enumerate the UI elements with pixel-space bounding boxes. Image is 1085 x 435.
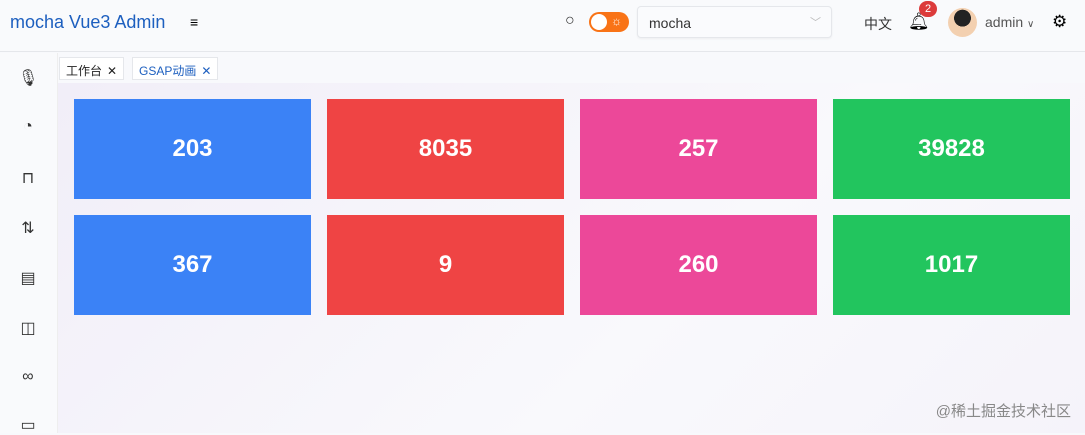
watermark: @稀土掘金技术社区 bbox=[935, 403, 1071, 420]
document-icon[interactable]: ▤ bbox=[20, 270, 36, 287]
app-title: mocha Vue3 Admin bbox=[10, 12, 166, 32]
calendar-icon[interactable]: ▭ bbox=[20, 417, 36, 434]
chevron-down-icon: ∨ bbox=[1027, 19, 1035, 30]
menu-toggle-icon[interactable]: ≡ bbox=[190, 14, 199, 30]
notification-badge: 2 bbox=[919, 1, 937, 17]
workspace-select[interactable]: mocha ﹀ bbox=[637, 6, 832, 38]
stat-card: 203 bbox=[74, 99, 311, 199]
sort-icon[interactable]: ⇅ bbox=[21, 220, 35, 237]
book-icon[interactable]: ◫ bbox=[20, 320, 36, 337]
stat-card: 1017 bbox=[833, 215, 1070, 315]
tab-bar: 工作台 ✕ GSAP动画 ✕ bbox=[58, 53, 1085, 83]
toggle-knob bbox=[591, 14, 607, 30]
theme-toggle[interactable]: ☼ bbox=[589, 12, 629, 32]
tab-gsap[interactable]: GSAP动画 ✕ bbox=[132, 57, 219, 80]
pie-chart-icon[interactable]: ◔ bbox=[23, 118, 33, 135]
link-icon[interactable]: ∞ bbox=[22, 368, 34, 385]
tab-label: 工作台 bbox=[66, 64, 103, 78]
close-icon[interactable]: ✕ bbox=[201, 64, 212, 78]
stat-card: 9 bbox=[327, 215, 564, 315]
close-icon[interactable]: ✕ bbox=[107, 64, 118, 78]
main-content: @稀土掘金技术社区 203 8035 257 39828 367 9 260 1017 bbox=[58, 83, 1085, 433]
user-menu[interactable]: admin ∨ bbox=[985, 14, 1034, 30]
chevron-down-icon: ﹀ bbox=[810, 17, 821, 29]
sidebar: 🎙︎ ◔ ⊓ ⇅ ▤ ◫ ∞ ▭ bbox=[0, 53, 58, 434]
search-icon[interactable]: ○ bbox=[565, 12, 575, 29]
tab-label: GSAP动画 bbox=[139, 64, 197, 78]
top-header: mocha Vue3 Admin ≡ ○ ☼ mocha ﹀ 中文 🔔︎ 2 ad… bbox=[0, 0, 1085, 52]
shopping-bag-icon[interactable]: ⊓ bbox=[21, 170, 35, 187]
tab-workbench[interactable]: 工作台 ✕ bbox=[59, 57, 125, 80]
stat-card: 39828 bbox=[833, 99, 1070, 199]
avatar[interactable] bbox=[948, 8, 977, 37]
gear-icon[interactable]: ⚙ bbox=[1052, 12, 1068, 31]
stat-card: 260 bbox=[580, 215, 817, 315]
select-value: mocha bbox=[649, 15, 692, 31]
sun-icon: ☼ bbox=[611, 14, 622, 28]
microphone-icon[interactable]: 🎙︎ bbox=[18, 70, 39, 87]
username: admin bbox=[985, 14, 1024, 30]
stat-card: 8035 bbox=[327, 99, 564, 199]
language-switch[interactable]: 中文 bbox=[864, 16, 892, 32]
stat-card: 367 bbox=[74, 215, 311, 315]
stat-card: 257 bbox=[580, 99, 817, 199]
